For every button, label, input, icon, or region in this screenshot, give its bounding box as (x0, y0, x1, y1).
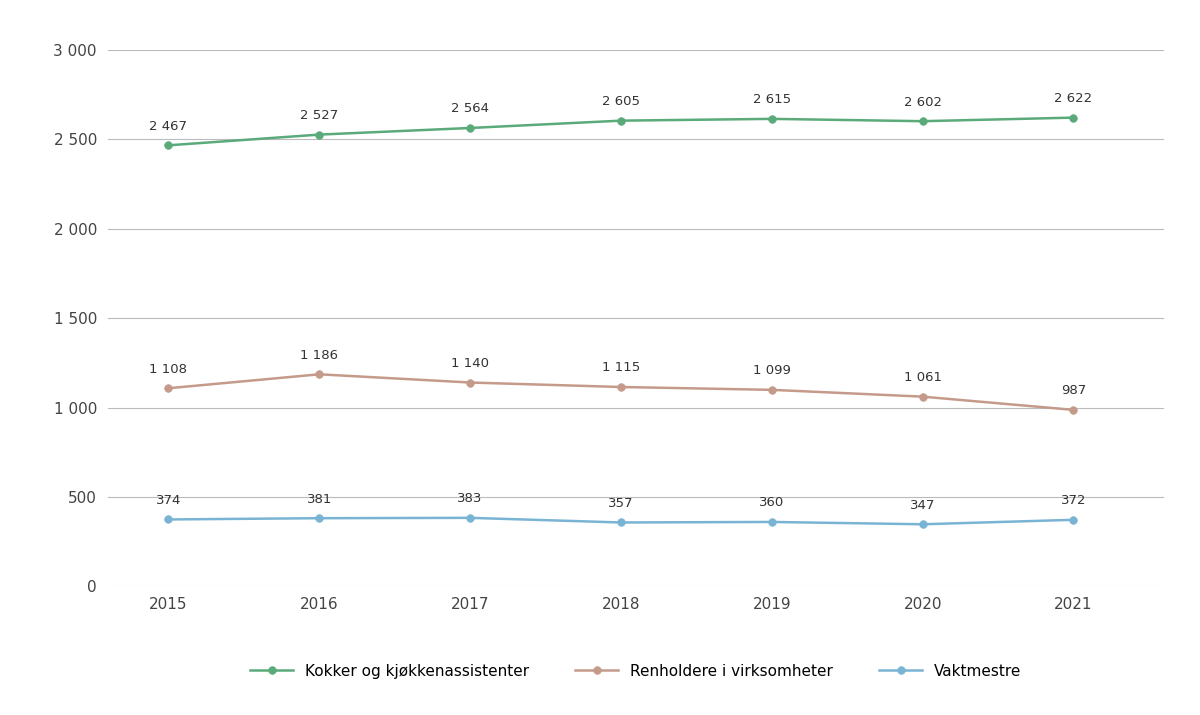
Line: Kokker og kjøkkenassistenter: Kokker og kjøkkenassistenter (164, 114, 1078, 149)
Text: 1 115: 1 115 (601, 362, 640, 375)
Renholdere i virksomheter (764, 385, 779, 394)
Text: 2 615: 2 615 (752, 94, 791, 107)
Text: 1 186: 1 186 (300, 349, 338, 362)
Text: 2 467: 2 467 (149, 120, 187, 133)
Text: 357: 357 (608, 497, 634, 510)
Kokker og kjøkkenassistenter (463, 124, 478, 132)
Text: 1 108: 1 108 (149, 363, 187, 376)
Text: 372: 372 (1061, 494, 1086, 508)
Text: 2 527: 2 527 (300, 109, 338, 122)
Renholdere i virksomheter (916, 393, 930, 401)
Vaktmestre (764, 518, 779, 526)
Kokker og kjøkkenassistenter (764, 114, 779, 123)
Text: 1 140: 1 140 (451, 357, 490, 370)
Kokker og kjøkkenassistenter (916, 117, 930, 126)
Text: 987: 987 (1061, 385, 1086, 398)
Text: 1 061: 1 061 (904, 371, 942, 384)
Renholdere i virksomheter (463, 378, 478, 387)
Text: 381: 381 (306, 493, 332, 506)
Kokker og kjøkkenassistenter (613, 117, 628, 125)
Text: 2 605: 2 605 (602, 95, 640, 108)
Text: 1 099: 1 099 (752, 365, 791, 378)
Kokker og kjøkkenassistenter (312, 130, 326, 139)
Text: 2 564: 2 564 (451, 102, 490, 116)
Text: 374: 374 (156, 494, 181, 507)
Line: Vaktmestre: Vaktmestre (164, 514, 1078, 528)
Vaktmestre (463, 513, 478, 522)
Renholdere i virksomheter (161, 384, 175, 393)
Renholdere i virksomheter (312, 370, 326, 378)
Text: 2 602: 2 602 (904, 96, 942, 109)
Text: 2 622: 2 622 (1055, 92, 1092, 105)
Text: 360: 360 (760, 496, 785, 510)
Text: 347: 347 (910, 499, 935, 512)
Vaktmestre (613, 518, 628, 527)
Legend: Kokker og kjøkkenassistenter, Renholdere i virksomheter, Vaktmestre: Kokker og kjøkkenassistenter, Renholdere… (251, 664, 1021, 679)
Vaktmestre (161, 515, 175, 523)
Vaktmestre (916, 520, 930, 528)
Line: Renholdere i virksomheter: Renholdere i virksomheter (164, 370, 1078, 414)
Renholdere i virksomheter (1067, 405, 1081, 414)
Kokker og kjøkkenassistenter (161, 141, 175, 149)
Renholdere i virksomheter (613, 383, 628, 391)
Vaktmestre (312, 514, 326, 523)
Kokker og kjøkkenassistenter (1067, 113, 1081, 122)
Vaktmestre (1067, 516, 1081, 524)
Text: 383: 383 (457, 493, 482, 506)
